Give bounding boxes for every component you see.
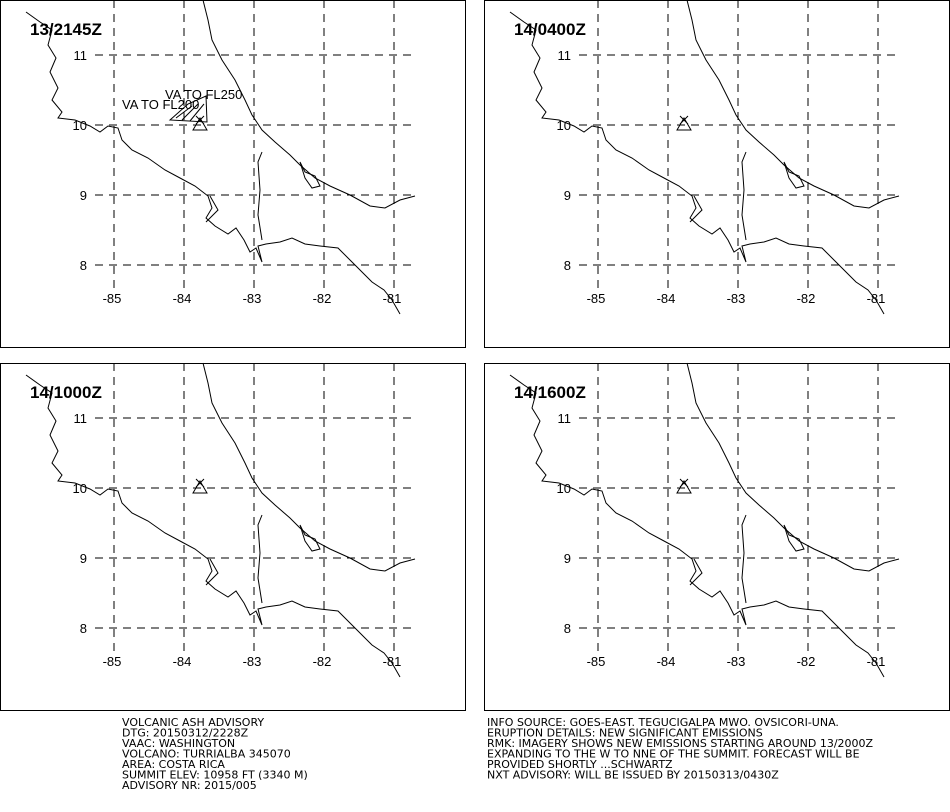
ash-label: VA TO FL250 [165, 87, 242, 102]
lat-tick-label: 8 [80, 621, 87, 636]
lon-tick-label: -82 [797, 654, 816, 669]
advisory-line: DTG: 20150312/2228Z [122, 727, 249, 740]
advisory-line: VOLCANO: TURRIALBA 345070 [122, 748, 291, 761]
lat-tick-label: 8 [564, 621, 571, 636]
lon-tick-label: -83 [243, 291, 262, 306]
lat-tick-label: 11 [558, 411, 572, 426]
lon-tick-label: -84 [657, 654, 676, 669]
volcano-symbol [192, 478, 208, 494]
lon-tick-label: -82 [313, 654, 332, 669]
lon-tick-label: -81 [383, 291, 402, 306]
lat-tick-label: 8 [80, 258, 87, 273]
map-panel: -85 -84 -83 -82 -81 11 10 9 8 14/0400Z [484, 0, 950, 348]
lon-tick-label: -85 [587, 291, 606, 306]
advisory-line: ERUPTION DETAILS: NEW SIGNIFICANT EMISSI… [487, 727, 763, 740]
lon-tick-label: -84 [173, 654, 192, 669]
valid-time: 14/1600Z [514, 383, 586, 402]
lat-tick-label: 8 [564, 258, 571, 273]
lat-tick-label: 10 [557, 481, 571, 496]
lon-tick-label: -84 [173, 291, 192, 306]
lat-tick-label: 10 [73, 481, 87, 496]
lon-tick-label: -81 [867, 291, 886, 306]
volcano-symbol [676, 115, 692, 131]
lon-tick-label: -83 [243, 654, 262, 669]
lon-tick-label: -83 [727, 654, 746, 669]
lat-tick-label: 11 [558, 48, 572, 63]
lat-tick-label: 9 [564, 551, 571, 566]
lon-tick-label: -82 [797, 291, 816, 306]
volcano-symbol [676, 478, 692, 494]
advisory-line: EXPANDING TO THE W TO NNE OF THE SUMMIT.… [487, 748, 860, 761]
advisory-line: VAAC: WASHINGTON [122, 737, 235, 750]
lat-tick-label: 10 [557, 118, 571, 133]
map-panel: -85 -84 -83 -82 -81 11 10 9 8 14/1000Z [0, 362, 466, 711]
lon-tick-label: -81 [383, 654, 402, 669]
lon-tick-label: -85 [103, 291, 122, 306]
valid-time: 13/2145Z [30, 20, 102, 39]
map-panel: -85 -84 -83 -82 -81 11 10 9 8 13/2145Z VA TO FL250… [0, 0, 466, 348]
lon-tick-label: -85 [103, 654, 122, 669]
lat-tick-label: 9 [80, 551, 87, 566]
ash-area [168, 95, 208, 123]
advisory-line: RMK: IMAGERY SHOWS NEW EMISSIONS STARTIN… [487, 737, 874, 750]
volcano-symbol [192, 115, 208, 131]
advisory-line: SUMMIT ELEV: 10958 FT (3340 M) [122, 769, 308, 782]
lon-tick-label: -83 [727, 291, 746, 306]
lon-tick-label: -85 [587, 654, 606, 669]
valid-time: 14/1000Z [30, 383, 102, 402]
lat-tick-label: 11 [74, 411, 88, 426]
advisory-line: AREA: COSTA RICA [122, 758, 225, 771]
panel-frame [0, 0, 466, 348]
lon-tick-label: -84 [657, 291, 676, 306]
lat-tick-label: 9 [564, 188, 571, 203]
advisory-line: NXT ADVISORY: WILL BE ISSUED BY 20150313… [487, 769, 779, 782]
advisory-line: ADVISORY NR: 2015/005 [122, 779, 257, 792]
lat-tick-label: 9 [80, 188, 87, 203]
ash-label: VA TO FL200 [122, 97, 199, 112]
panel-frame [0, 363, 466, 711]
lon-tick-label: -82 [313, 291, 332, 306]
advisory-line: INFO SOURCE: GOES-EAST. TEGUCIGALPA MWO.… [487, 716, 839, 729]
lat-tick-label: 10 [73, 118, 87, 133]
map-panel: -85 -84 -83 -82 -81 11 10 9 8 14/1600Z [484, 362, 950, 711]
lat-tick-label: 11 [74, 48, 88, 63]
advisory-line: PROVIDED SHORTLY ...SCHWARTZ [487, 758, 673, 771]
valid-time: 14/0400Z [514, 20, 586, 39]
advisory-line: VOLCANIC ASH ADVISORY [122, 716, 264, 729]
lon-tick-label: -81 [867, 654, 886, 669]
